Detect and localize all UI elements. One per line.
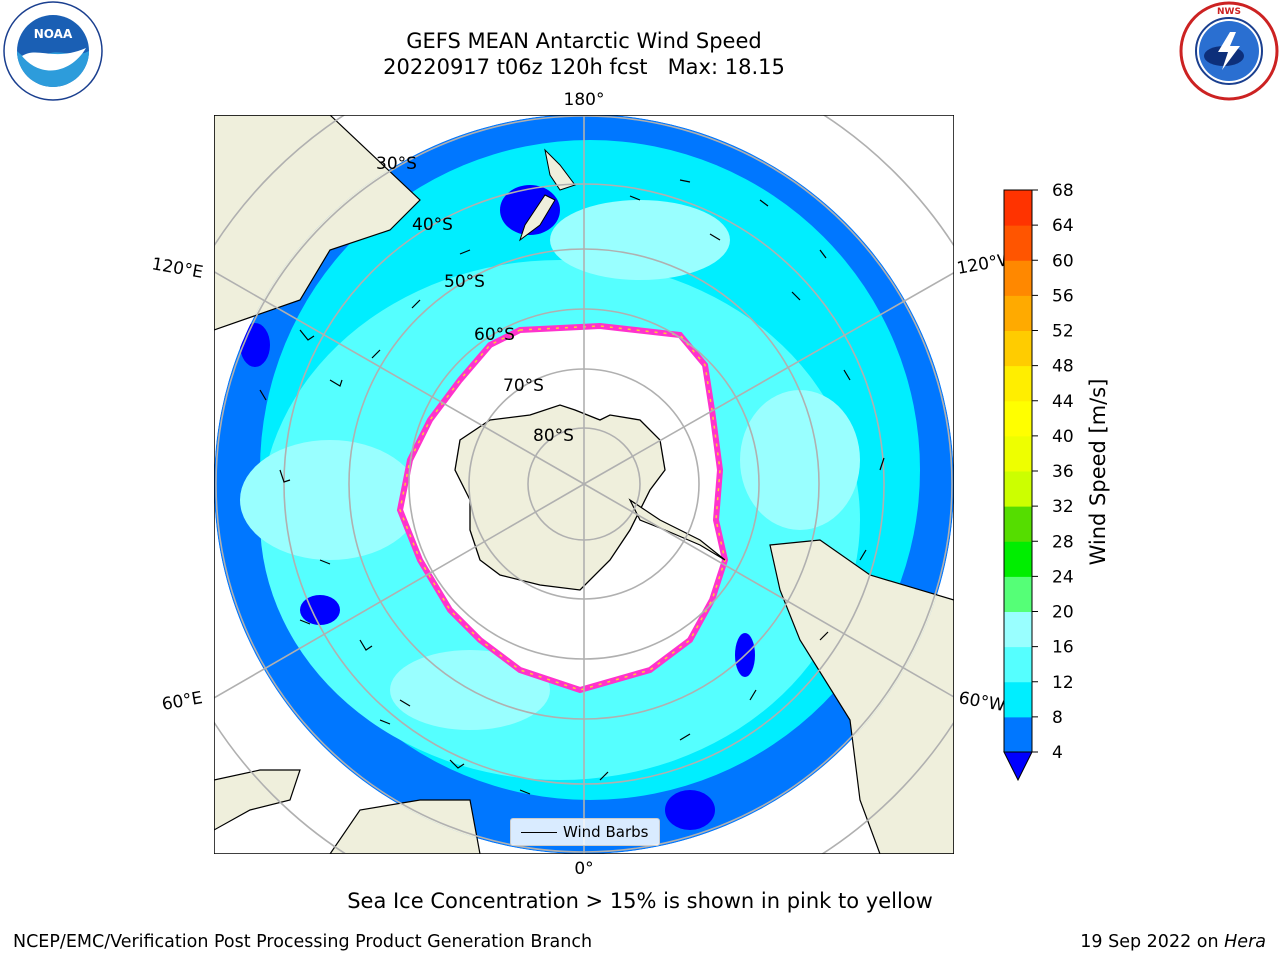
colorbar-band: [1004, 400, 1032, 437]
colorbar-tick-label: 16: [1052, 638, 1074, 658]
colorbar-tick-label: 64: [1052, 216, 1074, 236]
colorbar-band: [1004, 716, 1032, 753]
lon-label-180: 180°: [564, 90, 605, 110]
svg-text:NWS: NWS: [1217, 7, 1241, 17]
colorbar-tick-label: 60: [1052, 251, 1074, 271]
colorbar-tick-label: 4: [1052, 743, 1063, 763]
colorbar-band: [1004, 506, 1032, 542]
lat-label-60s: 60°S: [474, 325, 515, 345]
colorbar-tick-label: 32: [1052, 497, 1074, 517]
colorbar-band: [1004, 330, 1032, 367]
colorbar-tick-label: 44: [1052, 392, 1074, 412]
lon-label-60e: 60°E: [160, 688, 204, 715]
colorbar-band: [1004, 260, 1032, 296]
colorbar-tick-label: 20: [1052, 603, 1074, 623]
colorbar-tick-label: 68: [1052, 181, 1074, 201]
lat-label-40s: 40°S: [412, 215, 453, 235]
footer-date-text: 19 Sep 2022 on: [1080, 932, 1225, 952]
colorbar-band: [1004, 576, 1032, 612]
footer-host: Hera: [1224, 932, 1266, 952]
nws-logo: NWS: [1179, 1, 1279, 101]
lon-label-120e: 120°E: [150, 254, 204, 283]
colorbar-band: [1004, 646, 1032, 683]
lat-label-70s: 70°S: [503, 376, 544, 396]
colorbar-tick-label: 28: [1052, 532, 1074, 552]
svg-text:NOAA: NOAA: [34, 27, 73, 41]
footer-branch: NCEP/EMC/Verification Post Processing Pr…: [13, 932, 593, 952]
legend-line-icon: [521, 832, 557, 833]
graticule: [214, 115, 954, 854]
lon-label-0: 0°: [574, 859, 593, 879]
colorbar-band: [1004, 225, 1032, 261]
madagascar-land: [214, 769, 301, 831]
legend-label: Wind Barbs: [563, 823, 649, 841]
colorbar-underflow-arrow: [1003, 751, 1033, 782]
noaa-logo: NOAA: [3, 1, 103, 101]
colorbar-band: [1004, 295, 1032, 331]
colorbar-tick-label: 52: [1052, 322, 1074, 342]
colorbar-band: [1004, 435, 1032, 472]
wind-barbs: [259, 179, 885, 795]
colorbar-tick-label: 12: [1052, 673, 1074, 693]
wind-barbs-legend: Wind Barbs: [510, 818, 660, 846]
footer-date: 19 Sep 2022 on Hera: [1080, 932, 1266, 952]
lat-label-50s: 50°S: [444, 272, 485, 292]
chart-subtitle: 20220917 t06z 120h fcst Max: 18.15: [383, 55, 785, 79]
colorbar-label: Wind Speed [m/s]: [1086, 379, 1110, 566]
colorbar-band: [1004, 681, 1032, 718]
colorbar-band: [1004, 611, 1032, 648]
lat-label-30s: 30°S: [376, 154, 417, 174]
colorbar-tick-label: 24: [1052, 567, 1074, 587]
colorbar-band: [1004, 471, 1032, 507]
colorbar-band: [1004, 365, 1032, 402]
sea-ice-note: Sea Ice Concentration > 15% is shown in …: [347, 889, 933, 913]
colorbar-tick-label: 48: [1052, 357, 1074, 377]
colorbar-tick-label: 56: [1052, 286, 1074, 306]
colorbar-tick-label: 40: [1052, 427, 1074, 447]
colorbar-band: [1004, 190, 1032, 226]
lon-label-60w: 60°W: [957, 688, 1007, 716]
lat-label-80s: 80°S: [533, 426, 574, 446]
colorbar-band: [1004, 541, 1032, 577]
colorbar-tick-label: 36: [1052, 462, 1074, 482]
colorbar-tick-label: 8: [1052, 708, 1063, 728]
chart-title: GEFS MEAN Antarctic Wind Speed: [406, 29, 762, 53]
